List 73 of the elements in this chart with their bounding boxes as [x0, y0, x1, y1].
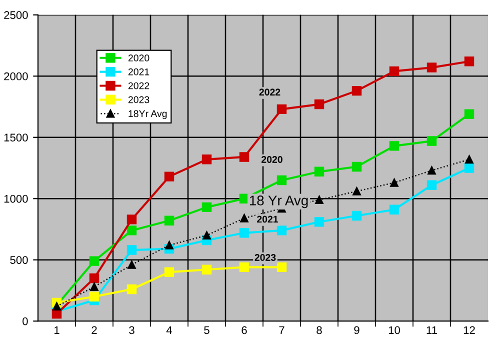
point [352, 86, 362, 96]
point [240, 214, 248, 222]
point [89, 256, 100, 266]
x-tick-label: 2 [92, 326, 97, 334]
annotation: 2021 [257, 216, 278, 223]
point [314, 217, 324, 227]
legend-label: 2023 [128, 96, 150, 104]
point [426, 62, 437, 72]
point [352, 187, 361, 196]
point [464, 163, 474, 173]
y-tick-label: 500 [10, 256, 28, 264]
point [165, 240, 174, 250]
point [389, 66, 400, 76]
y-tick-label: 0 [22, 317, 28, 326]
y-tick-label: 2000 [4, 72, 28, 80]
point [126, 214, 137, 224]
point [89, 292, 100, 302]
annotation: 2022 [259, 88, 280, 96]
point [276, 226, 287, 236]
x-tick-label: 4 [166, 326, 172, 334]
legend-label: 2020 [128, 54, 150, 62]
point [128, 260, 136, 269]
y-tick-label: 1000 [4, 194, 28, 203]
point [465, 155, 474, 164]
point [202, 202, 212, 212]
point [389, 141, 400, 151]
point [126, 245, 137, 255]
annotation: 2020 [262, 156, 282, 163]
point [276, 104, 287, 114]
point [90, 282, 98, 291]
legend-label: 2022 [128, 82, 150, 90]
point [464, 109, 474, 119]
x-tick-label: 9 [354, 326, 360, 334]
x-tick-label: 3 [129, 326, 134, 334]
point [352, 162, 362, 172]
point [126, 226, 137, 236]
annotation: 18 Yr Avg [250, 196, 308, 208]
x-tick-label: 6 [242, 326, 247, 334]
x-tick-label: 8 [316, 326, 322, 334]
point [276, 262, 287, 272]
point [315, 196, 324, 204]
point [426, 136, 437, 146]
point [426, 180, 437, 190]
x-tick-label: 12 [464, 326, 475, 334]
point [314, 166, 324, 177]
point [428, 166, 436, 175]
x-tick-label: 1 [54, 326, 60, 334]
point [239, 228, 250, 238]
legend-label: 18Yr Avg [128, 110, 167, 120]
x-tick-label: 10 [388, 326, 400, 334]
x-tick-label: 7 [279, 326, 284, 334]
legend-label: 2021 [128, 68, 150, 76]
point [276, 175, 287, 186]
point [126, 284, 137, 294]
point [389, 204, 400, 214]
annotation: 2023 [254, 254, 276, 261]
point [164, 267, 174, 277]
point [89, 273, 100, 284]
point [314, 99, 324, 110]
point [239, 262, 250, 272]
point [352, 210, 362, 221]
point [239, 152, 250, 162]
point [164, 216, 174, 226]
y-tick-label: 2500 [4, 11, 28, 20]
point [202, 154, 212, 164]
x-tick-label: 5 [204, 326, 210, 334]
point [202, 264, 212, 275]
x-tick-label: 11 [426, 326, 437, 334]
point [390, 178, 398, 187]
point [464, 56, 474, 66]
point [164, 172, 174, 182]
point [202, 231, 211, 240]
y-tick-label: 1500 [4, 134, 28, 142]
